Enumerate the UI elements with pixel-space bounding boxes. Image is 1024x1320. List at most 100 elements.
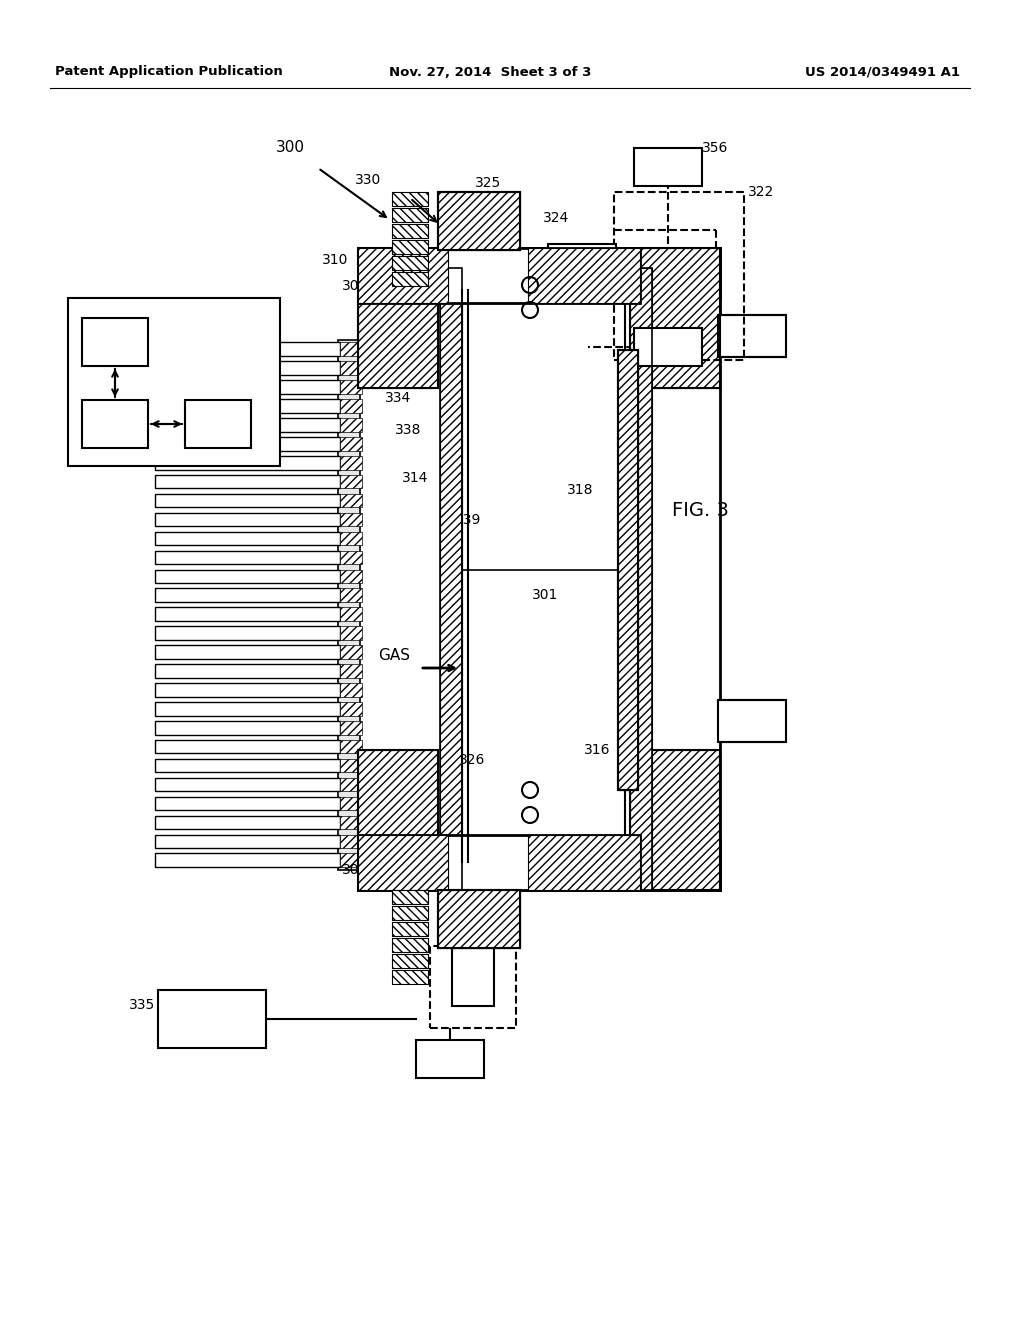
- Bar: [392, 921, 428, 936]
- Bar: [358, 836, 449, 890]
- Bar: [82, 318, 148, 366]
- Text: 308: 308: [205, 417, 231, 432]
- Bar: [340, 682, 362, 697]
- Bar: [155, 494, 340, 507]
- Bar: [155, 569, 340, 583]
- Text: 309: 309: [342, 279, 368, 293]
- Bar: [340, 494, 362, 507]
- Bar: [340, 399, 362, 413]
- Bar: [155, 626, 340, 640]
- Text: FIG. 3: FIG. 3: [672, 500, 728, 520]
- Bar: [528, 836, 640, 890]
- Text: 318: 318: [566, 483, 593, 498]
- Bar: [392, 256, 428, 271]
- Bar: [618, 350, 638, 789]
- Bar: [392, 240, 428, 253]
- Bar: [155, 741, 340, 754]
- Bar: [392, 256, 428, 271]
- Bar: [392, 954, 428, 968]
- Bar: [158, 990, 266, 1048]
- Bar: [392, 191, 428, 206]
- Bar: [392, 272, 428, 286]
- Bar: [155, 362, 340, 375]
- Bar: [340, 362, 362, 375]
- Bar: [392, 906, 428, 920]
- Bar: [392, 272, 428, 286]
- Bar: [640, 248, 720, 388]
- Text: 320: 320: [636, 288, 663, 302]
- Bar: [718, 315, 786, 356]
- Bar: [548, 244, 616, 282]
- Bar: [340, 589, 362, 602]
- Bar: [340, 532, 362, 545]
- Bar: [155, 380, 340, 393]
- Text: 335: 335: [129, 998, 155, 1012]
- Bar: [155, 664, 340, 677]
- Text: 304: 304: [101, 417, 128, 432]
- Text: 306: 306: [101, 335, 128, 348]
- Bar: [392, 224, 428, 238]
- Bar: [392, 209, 428, 222]
- Text: 331: 331: [387, 763, 414, 777]
- Bar: [438, 890, 520, 948]
- Bar: [438, 191, 520, 249]
- Bar: [340, 342, 362, 356]
- Text: 314: 314: [401, 471, 428, 484]
- Bar: [392, 970, 428, 983]
- Bar: [155, 702, 340, 715]
- Bar: [392, 240, 428, 253]
- Bar: [392, 939, 428, 952]
- Bar: [155, 682, 340, 697]
- Bar: [416, 1040, 484, 1078]
- Bar: [155, 550, 340, 564]
- Bar: [155, 418, 340, 432]
- Bar: [358, 248, 720, 298]
- Bar: [340, 607, 362, 620]
- Text: 309: 309: [342, 863, 368, 876]
- Bar: [440, 268, 462, 890]
- Text: 340: 340: [623, 743, 649, 756]
- Bar: [528, 248, 640, 304]
- Bar: [630, 268, 652, 890]
- Bar: [155, 797, 340, 810]
- Bar: [392, 970, 428, 983]
- Bar: [340, 664, 362, 677]
- Bar: [155, 607, 340, 620]
- Bar: [452, 948, 494, 1006]
- Bar: [340, 854, 362, 867]
- Bar: [392, 906, 428, 920]
- Bar: [340, 645, 362, 659]
- Bar: [438, 191, 520, 249]
- Bar: [358, 248, 449, 304]
- Bar: [340, 759, 362, 772]
- Text: 302: 302: [228, 301, 254, 315]
- Bar: [634, 148, 702, 186]
- Bar: [392, 921, 428, 936]
- Bar: [358, 248, 438, 388]
- Text: 326: 326: [484, 255, 511, 269]
- Bar: [155, 437, 340, 450]
- Text: 334: 334: [385, 391, 411, 405]
- Bar: [640, 248, 720, 388]
- Bar: [155, 475, 340, 488]
- Text: 316: 316: [584, 743, 610, 756]
- Bar: [392, 890, 428, 904]
- Bar: [358, 750, 438, 890]
- Bar: [358, 248, 640, 304]
- Text: 300: 300: [275, 140, 304, 156]
- Text: GAS: GAS: [198, 1003, 226, 1016]
- Bar: [358, 248, 438, 388]
- Bar: [155, 589, 340, 602]
- Bar: [340, 418, 362, 432]
- Bar: [338, 341, 360, 870]
- Bar: [155, 342, 340, 356]
- Bar: [155, 721, 340, 734]
- Text: Patent Application Publication: Patent Application Publication: [55, 66, 283, 78]
- Text: 336: 336: [548, 256, 574, 271]
- Bar: [155, 759, 340, 772]
- Bar: [618, 350, 638, 789]
- Bar: [340, 475, 362, 488]
- Bar: [358, 750, 438, 890]
- Bar: [358, 836, 640, 890]
- Bar: [340, 437, 362, 450]
